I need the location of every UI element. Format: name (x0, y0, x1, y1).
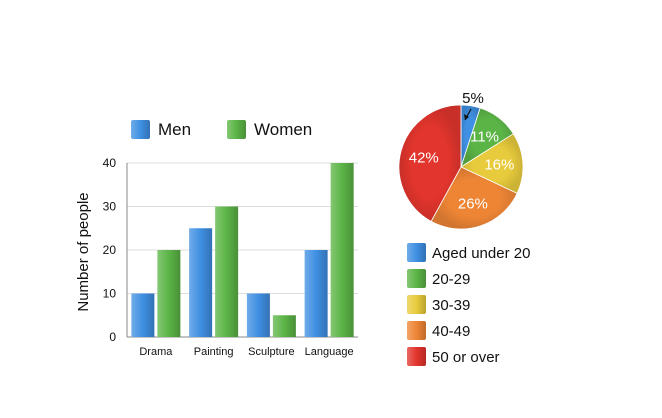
pie-legend-swatch (407, 269, 426, 288)
pie-chart (398, 104, 524, 230)
pie-legend-label: Aged under 20 (432, 245, 530, 262)
x-tick-label: Drama (139, 346, 173, 358)
pie-legend-swatch (407, 295, 426, 314)
bar-men-drama (131, 293, 155, 337)
x-tick-label: Sculpture (248, 346, 294, 358)
pie-chart-legend: Aged under 20 20-29 30-39 40-49 50 or over (407, 243, 530, 366)
pie-label-pointer-head (464, 114, 469, 120)
bar-chart-legend: Men Women (131, 120, 312, 139)
y-tick-label: 0 (109, 330, 116, 344)
legend-label-women: Women (254, 120, 312, 139)
pie-legend-label: 40-49 (432, 323, 470, 340)
pie-slice-label: 5% (462, 90, 484, 107)
pie-legend-label: 20-29 (432, 271, 470, 288)
y-tick-label: 10 (103, 287, 117, 301)
bar-women-drama (157, 250, 181, 337)
pie-legend-label: 50 or over (432, 349, 500, 366)
x-tick-label: Painting (194, 346, 234, 358)
bar-men-language (304, 250, 328, 337)
bar-series (131, 163, 354, 337)
y-tick-label: 40 (103, 156, 117, 170)
y-tick-label: 20 (103, 243, 117, 257)
pie-legend-label: 30-39 (432, 297, 470, 314)
pie-legend-swatch (407, 321, 426, 340)
pie-slice-50-or-over (398, 104, 462, 222)
pie-slice-label: 26% (458, 196, 488, 213)
pie-legend-swatch (407, 347, 426, 366)
x-tick-label: Language (305, 346, 354, 358)
bar-women-painting (215, 206, 239, 337)
legend-swatch-women (227, 120, 246, 139)
pie-slice-labels: 5% 11% 16% 26% 42% (409, 90, 515, 213)
y-tick-label: 30 (103, 200, 117, 214)
bar-men-sculpture (246, 293, 270, 337)
y-axis-label: Number of people (75, 192, 92, 311)
pie-slice-30-39 (460, 133, 524, 194)
y-axis-ticks: 0 10 20 30 40 (103, 156, 117, 344)
pie-slice-label: 11% (470, 129, 499, 146)
pie-slice-label: 42% (409, 149, 439, 166)
legend-swatch-men (131, 120, 150, 139)
bar-women-language (330, 163, 354, 337)
bar-women-sculpture (272, 315, 296, 337)
x-axis-ticks: Drama Painting Sculpture Language (139, 346, 353, 358)
pie-slice-label: 16% (484, 157, 514, 174)
bar-men-painting (189, 228, 213, 337)
legend-label-men: Men (158, 120, 191, 139)
pie-legend-swatch (407, 243, 426, 262)
